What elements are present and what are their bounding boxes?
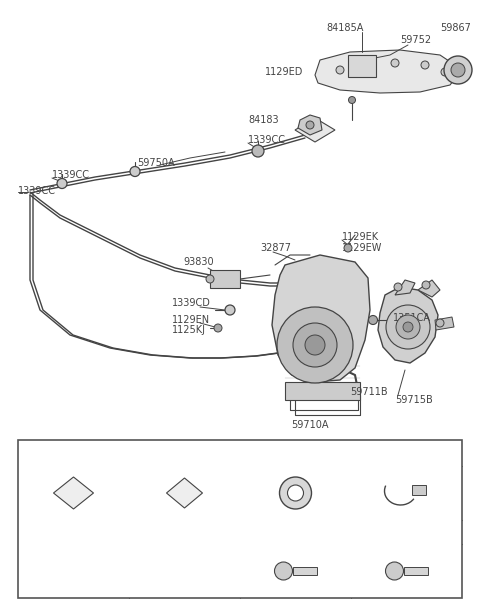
Circle shape xyxy=(369,316,377,324)
Circle shape xyxy=(436,319,444,327)
Circle shape xyxy=(57,179,67,188)
Text: 59711B: 59711B xyxy=(350,387,388,397)
Text: 59715B: 59715B xyxy=(395,395,433,405)
Circle shape xyxy=(306,121,314,129)
Circle shape xyxy=(444,56,472,84)
Bar xyxy=(18,440,462,598)
Text: 59750A: 59750A xyxy=(137,158,175,168)
Polygon shape xyxy=(272,255,370,382)
Circle shape xyxy=(394,283,402,291)
Circle shape xyxy=(206,275,214,283)
Text: 84185A: 84185A xyxy=(326,23,364,33)
Text: 1130FA: 1130FA xyxy=(389,527,424,537)
Circle shape xyxy=(253,145,263,156)
Circle shape xyxy=(252,145,264,157)
Circle shape xyxy=(277,307,353,383)
Circle shape xyxy=(361,61,369,69)
Bar xyxy=(210,270,240,288)
Polygon shape xyxy=(315,50,458,93)
Text: 84173A: 84173A xyxy=(166,448,203,458)
Circle shape xyxy=(293,323,337,367)
Circle shape xyxy=(336,66,344,74)
Polygon shape xyxy=(435,317,454,330)
Circle shape xyxy=(421,61,429,69)
Circle shape xyxy=(225,305,235,315)
Text: 1339CD: 1339CD xyxy=(172,298,211,308)
Polygon shape xyxy=(378,287,438,363)
Text: 84183: 84183 xyxy=(248,115,278,125)
Circle shape xyxy=(214,324,222,332)
Text: 1129EK: 1129EK xyxy=(342,232,379,242)
Polygon shape xyxy=(298,115,322,135)
Circle shape xyxy=(279,477,312,509)
Polygon shape xyxy=(395,280,415,295)
Circle shape xyxy=(348,96,356,104)
Circle shape xyxy=(422,281,430,289)
Text: 1799JD: 1799JD xyxy=(389,448,424,458)
Text: 84184: 84184 xyxy=(58,448,89,458)
Bar xyxy=(285,382,360,400)
Polygon shape xyxy=(418,280,440,297)
Circle shape xyxy=(396,315,420,339)
Circle shape xyxy=(344,244,352,252)
Bar xyxy=(292,567,316,575)
Polygon shape xyxy=(167,478,203,508)
Text: 1351CA: 1351CA xyxy=(393,313,431,323)
Circle shape xyxy=(403,322,413,332)
Text: 93830: 93830 xyxy=(183,257,214,267)
Text: 1129EW: 1129EW xyxy=(342,243,383,253)
Text: 59752: 59752 xyxy=(400,35,431,45)
Text: 59867: 59867 xyxy=(440,23,471,33)
Text: 59710A: 59710A xyxy=(291,420,329,430)
Text: 1125KJ: 1125KJ xyxy=(172,325,206,335)
Text: 1339CC: 1339CC xyxy=(248,135,286,145)
Text: 32877: 32877 xyxy=(260,243,291,253)
Circle shape xyxy=(130,167,140,176)
Text: 1339CC: 1339CC xyxy=(52,170,90,180)
Polygon shape xyxy=(53,477,94,509)
Text: 1129EN: 1129EN xyxy=(172,315,210,325)
Text: 1339CC: 1339CC xyxy=(18,186,56,196)
Circle shape xyxy=(275,562,292,580)
Circle shape xyxy=(441,68,449,76)
Circle shape xyxy=(451,63,465,77)
Circle shape xyxy=(386,305,430,349)
Bar xyxy=(348,55,376,77)
Circle shape xyxy=(385,562,404,580)
Text: 1731JA: 1731JA xyxy=(278,448,312,458)
Text: 1123GV: 1123GV xyxy=(276,527,315,537)
Bar xyxy=(411,485,425,495)
Circle shape xyxy=(305,335,325,355)
Circle shape xyxy=(288,485,303,501)
Circle shape xyxy=(391,59,399,67)
Bar xyxy=(404,567,428,575)
Text: 1129ED: 1129ED xyxy=(265,67,303,77)
Polygon shape xyxy=(295,118,335,142)
